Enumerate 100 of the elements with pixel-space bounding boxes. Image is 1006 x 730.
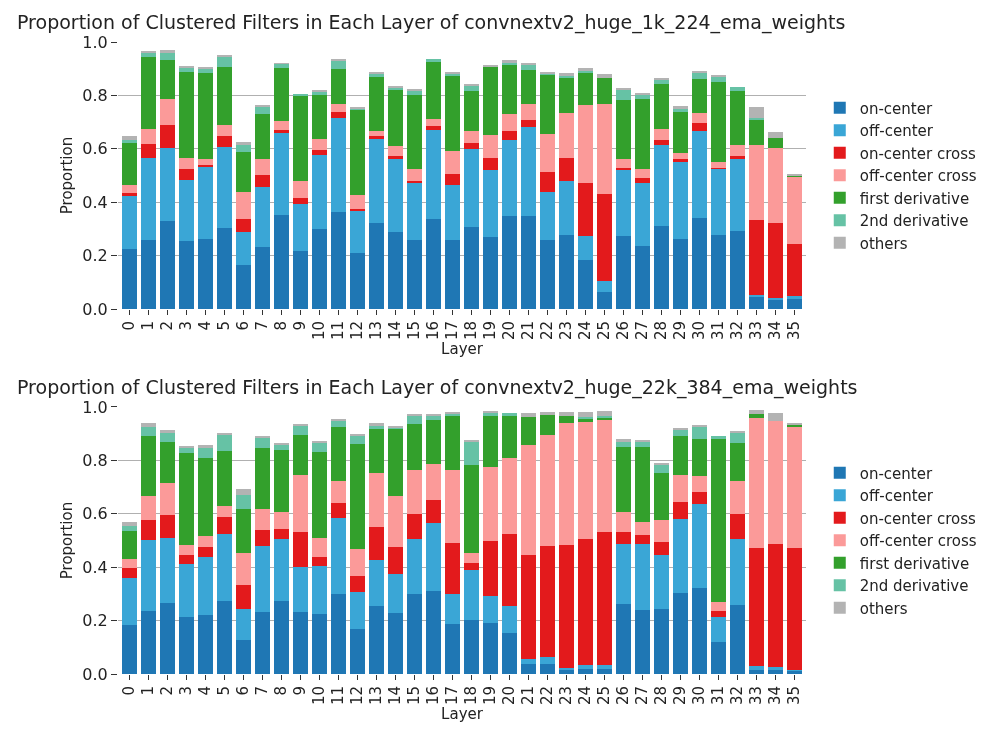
chart-title: Proportion of Clustered Filters in Each Layer of convnextv2_huge_22k_384_ema_weights — [17, 376, 858, 399]
legend-label: on-center cross — [859, 509, 976, 528]
y-tick-label: 0.8 — [82, 450, 108, 470]
x-tick-label: 16 — [424, 686, 443, 706]
x-tick-label: 34 — [766, 321, 785, 341]
y-axis-title: Proportion — [57, 501, 76, 580]
x-tick-label: 11 — [329, 686, 348, 706]
x-tick-label: 6 — [234, 321, 253, 331]
x-tick-label: 29 — [671, 321, 690, 341]
x-tick-label: 2 — [158, 686, 177, 696]
y-tick-label: 1.0 — [82, 397, 108, 417]
y-tick-label: 1.0 — [82, 32, 108, 52]
x-tick-label: 4 — [196, 321, 215, 331]
x-tick-label: 26 — [614, 686, 633, 706]
x-tick-label: 32 — [728, 321, 747, 341]
x-tick-label: 13 — [367, 321, 386, 341]
x-tick-label: 25 — [595, 686, 614, 706]
x-tick-label: 27 — [633, 321, 652, 341]
x-tick-label: 20 — [500, 686, 519, 706]
x-tick-label: 1 — [139, 321, 158, 331]
x-tick-label: 28 — [652, 321, 671, 341]
x-tick-label: 18 — [462, 686, 481, 706]
legend-label: first derivative — [859, 554, 970, 573]
x-tick-label: 23 — [557, 686, 576, 706]
x-tick-label: 31 — [709, 686, 728, 706]
legend-label: off-center — [859, 122, 934, 141]
x-tick-label: 18 — [462, 321, 481, 341]
x-tick-label: 26 — [614, 321, 633, 341]
x-tick-label: 15 — [405, 686, 424, 706]
x-tick-label: 22 — [538, 321, 557, 341]
x-tick-label: 8 — [272, 321, 291, 331]
x-tick-label: 31 — [709, 321, 728, 341]
legend-label: off-center cross — [859, 532, 977, 551]
y-tick-label: 0.8 — [82, 86, 108, 105]
x-tick-label: 16 — [424, 321, 443, 341]
x-tick-label: 10 — [310, 686, 329, 706]
legend-label: 2nd derivative — [859, 577, 969, 596]
x-tick-label: 33 — [747, 321, 766, 341]
x-tick-label: 35 — [785, 321, 804, 341]
x-tick-label: 6 — [234, 686, 253, 696]
x-tick-label: 3 — [177, 686, 196, 696]
x-tick-label: 0 — [120, 686, 139, 696]
x-tick-label: 12 — [348, 686, 367, 706]
x-tick-label: 27 — [633, 686, 652, 706]
y-axis-title: Proportion — [57, 136, 76, 215]
x-tick-label: 11 — [329, 321, 348, 341]
x-tick-label: 33 — [747, 686, 766, 706]
legend-label: off-center — [859, 487, 934, 506]
x-tick-label: 17 — [443, 686, 462, 706]
legend-label: on-center cross — [859, 144, 976, 163]
x-tick-label: 4 — [196, 686, 215, 696]
x-axis-title: Layer — [441, 705, 484, 724]
legend-label: others — [859, 234, 908, 253]
y-tick-label: 0.2 — [82, 611, 108, 631]
x-tick-label: 0 — [120, 321, 139, 331]
x-tick-label: 19 — [481, 686, 500, 706]
x-tick-label: 7 — [253, 686, 272, 696]
legend-label: on-center — [859, 99, 933, 118]
y-tick-label: 0.4 — [82, 557, 108, 577]
y-tick-label: 0.6 — [82, 139, 108, 159]
x-tick-label: 14 — [386, 686, 405, 706]
x-tick-label: 25 — [595, 321, 614, 341]
x-tick-label: 12 — [348, 321, 367, 341]
x-tick-label: 2 — [158, 321, 177, 331]
x-tick-label: 30 — [690, 686, 709, 706]
x-tick-label: 14 — [386, 321, 405, 341]
y-tick-label: 0.6 — [82, 504, 108, 524]
x-tick-label: 5 — [215, 321, 234, 331]
x-tick-label: 28 — [652, 686, 671, 706]
x-tick-label: 3 — [177, 321, 196, 331]
x-tick-label: 22 — [538, 686, 557, 706]
x-tick-label: 21 — [519, 686, 538, 706]
x-tick-label: 23 — [557, 321, 576, 341]
x-tick-label: 13 — [367, 686, 386, 706]
legend-label: first derivative — [859, 189, 970, 208]
legend-label: off-center cross — [859, 167, 977, 186]
y-tick-label: 0.4 — [82, 192, 108, 212]
y-tick-label: 0.2 — [82, 246, 108, 266]
legend-label: others — [859, 599, 908, 618]
x-tick-label: 15 — [405, 321, 424, 341]
x-tick-label: 24 — [576, 321, 595, 341]
y-tick-label: 0.0 — [82, 664, 108, 684]
x-tick-label: 34 — [766, 686, 785, 706]
x-tick-label: 19 — [481, 321, 500, 341]
x-tick-label: 30 — [690, 321, 709, 341]
x-axis-title: Layer — [441, 340, 484, 359]
x-tick-label: 21 — [519, 321, 538, 341]
x-tick-label: 17 — [443, 321, 462, 341]
x-tick-label: 9 — [291, 321, 310, 331]
x-tick-label: 20 — [500, 321, 519, 341]
x-tick-label: 5 — [215, 686, 234, 696]
legend-label: 2nd derivative — [859, 212, 969, 231]
x-tick-label: 32 — [728, 686, 747, 706]
x-tick-label: 1 — [139, 686, 158, 696]
x-tick-label: 7 — [253, 321, 272, 331]
chart-title: Proportion of Clustered Filters in Each Layer of convnextv2_huge_1k_224_ema_weights — [17, 11, 846, 34]
x-tick-label: 24 — [576, 686, 595, 706]
y-tick-label: 0.0 — [82, 299, 108, 319]
legend-label: on-center — [859, 464, 933, 483]
x-tick-label: 29 — [671, 686, 690, 706]
